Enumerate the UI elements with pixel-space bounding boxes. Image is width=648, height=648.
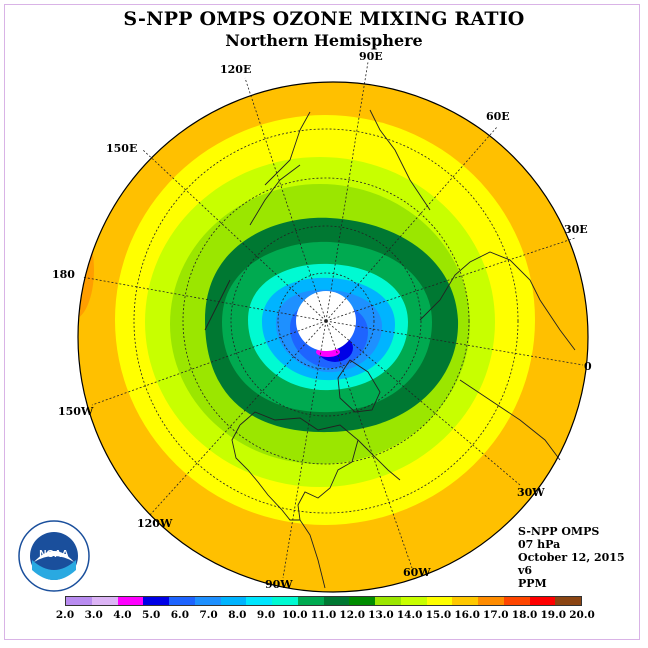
colorbar-tick-label: 19.0 bbox=[540, 609, 567, 621]
colorbar bbox=[65, 596, 582, 606]
colorbar-segment bbox=[555, 597, 581, 605]
info-instrument: S-NPP OMPS bbox=[518, 525, 600, 538]
colorbar-tick-label: 5.0 bbox=[142, 609, 161, 621]
lon-label-0: 0 bbox=[584, 360, 592, 373]
colorbar-segment bbox=[426, 597, 453, 605]
lon-label-60e: 60E bbox=[486, 110, 510, 123]
colorbar-tick-label: 10.0 bbox=[281, 609, 308, 621]
colorbar-segment bbox=[323, 597, 350, 605]
colorbar-segment bbox=[529, 597, 556, 605]
colorbar-ticks: 2.0 3.0 4.0 5.0 6.0 7.0 8.0 9.0 10.0 11.0 12.0 13.0… bbox=[56, 609, 595, 623]
lat-45 bbox=[133, 128, 519, 514]
colorbar-tick-label: 18.0 bbox=[511, 609, 538, 621]
lon-label-120e: 120E bbox=[220, 63, 252, 76]
meridian-0 bbox=[325, 320, 584, 366]
colorbar-tick-label: 2.0 bbox=[55, 609, 75, 621]
colorbar-segment bbox=[503, 597, 530, 605]
meridian-150e bbox=[142, 149, 327, 322]
colorbar-segment bbox=[143, 597, 169, 605]
info-version: v6 bbox=[518, 564, 533, 577]
colorbar-tick-label: 17.0 bbox=[483, 609, 509, 621]
east-asia-coast bbox=[264, 111, 311, 186]
colorbar-segment bbox=[478, 597, 504, 605]
colorbar-tick-label: 7.0 bbox=[199, 609, 218, 621]
lat-80 bbox=[277, 272, 375, 370]
lon-label-30w: 30W bbox=[517, 486, 545, 499]
colorbar-segment bbox=[194, 597, 221, 605]
coastlines bbox=[204, 109, 576, 589]
map-title: S-NPP OMPS OZONE MIXING RATIO bbox=[123, 8, 525, 30]
map-subtitle: Northern Hemisphere bbox=[225, 31, 423, 50]
meridian-180 bbox=[81, 276, 327, 322]
meridian-120e bbox=[244, 77, 327, 322]
info-pressure: 07 hPa bbox=[518, 538, 561, 551]
colorbar-segment bbox=[452, 597, 478, 605]
north-america-west-coast bbox=[231, 424, 300, 521]
lon-label-150w: 150W bbox=[58, 405, 94, 418]
meridian-60w bbox=[325, 320, 413, 569]
lon-label-180: 180 bbox=[52, 268, 75, 281]
colorbar-tick-label: 4.0 bbox=[113, 609, 132, 621]
colorbar-segment bbox=[91, 597, 118, 605]
figure-frame bbox=[4, 4, 640, 640]
lon-label-90w: 90W bbox=[265, 578, 293, 591]
greenland-channel bbox=[357, 439, 401, 481]
lon-label-120w: 120W bbox=[137, 517, 173, 530]
colorbar-segment bbox=[220, 597, 247, 605]
colorbar-segment bbox=[349, 597, 375, 605]
lat-60 bbox=[182, 177, 470, 465]
asia-coast bbox=[369, 109, 431, 211]
info-date: October 12, 2015 bbox=[518, 551, 625, 564]
colorbar-tick-label: 3.0 bbox=[84, 609, 103, 621]
ozone-field bbox=[78, 82, 588, 592]
noaa-logo: NOAA bbox=[18, 520, 90, 592]
colorbar-segment bbox=[117, 597, 144, 605]
colorbar-tick-label: 15.0 bbox=[425, 609, 452, 621]
lon-label-30e: 30E bbox=[564, 223, 588, 236]
meridian-90w bbox=[282, 320, 327, 579]
svg-text:NOAA: NOAA bbox=[39, 549, 68, 560]
colorbar-segment bbox=[66, 597, 92, 605]
colorbar-tick-label: 16.0 bbox=[454, 609, 480, 621]
lat-70 bbox=[230, 225, 422, 417]
meridian-60e bbox=[325, 126, 498, 322]
colorbar-segment bbox=[400, 597, 427, 605]
meridian-150w bbox=[91, 320, 327, 406]
colorbar-tick-label: 20.0 bbox=[569, 609, 595, 621]
europe-coast bbox=[419, 251, 576, 351]
greenland bbox=[337, 359, 381, 413]
map-boundary bbox=[77, 81, 589, 593]
colorbar-tick-label: 9.0 bbox=[256, 609, 276, 621]
siberia-coast bbox=[249, 164, 301, 226]
lon-label-60w: 60W bbox=[403, 566, 431, 579]
north-america-coast bbox=[239, 411, 359, 589]
info-units: PPM bbox=[518, 577, 547, 590]
africa-coast bbox=[459, 379, 561, 461]
colorbar-tick-label: 6.0 bbox=[170, 609, 190, 621]
colorbar-tick-label: 11.0 bbox=[310, 609, 337, 621]
colorbar-segment bbox=[246, 597, 272, 605]
colorbar-segment bbox=[375, 597, 401, 605]
map-info: S-NPP OMPS 07 hPa October 12, 2015 v6 PP… bbox=[518, 525, 625, 590]
colorbar-tick-label: 8.0 bbox=[228, 609, 247, 621]
colorbar-segment bbox=[272, 597, 298, 605]
colorbar-tick-label: 12.0 bbox=[339, 609, 366, 621]
graticule bbox=[81, 61, 584, 579]
colorbar-tick-label: 13.0 bbox=[368, 609, 394, 621]
alaska-coast bbox=[204, 279, 231, 331]
colorbar-segment bbox=[297, 597, 324, 605]
colorbar-segment bbox=[169, 597, 195, 605]
lon-label-150e: 150E bbox=[106, 142, 138, 155]
colorbar-tick-label: 14.0 bbox=[396, 609, 423, 621]
lon-label-90e: 90E bbox=[359, 50, 383, 63]
